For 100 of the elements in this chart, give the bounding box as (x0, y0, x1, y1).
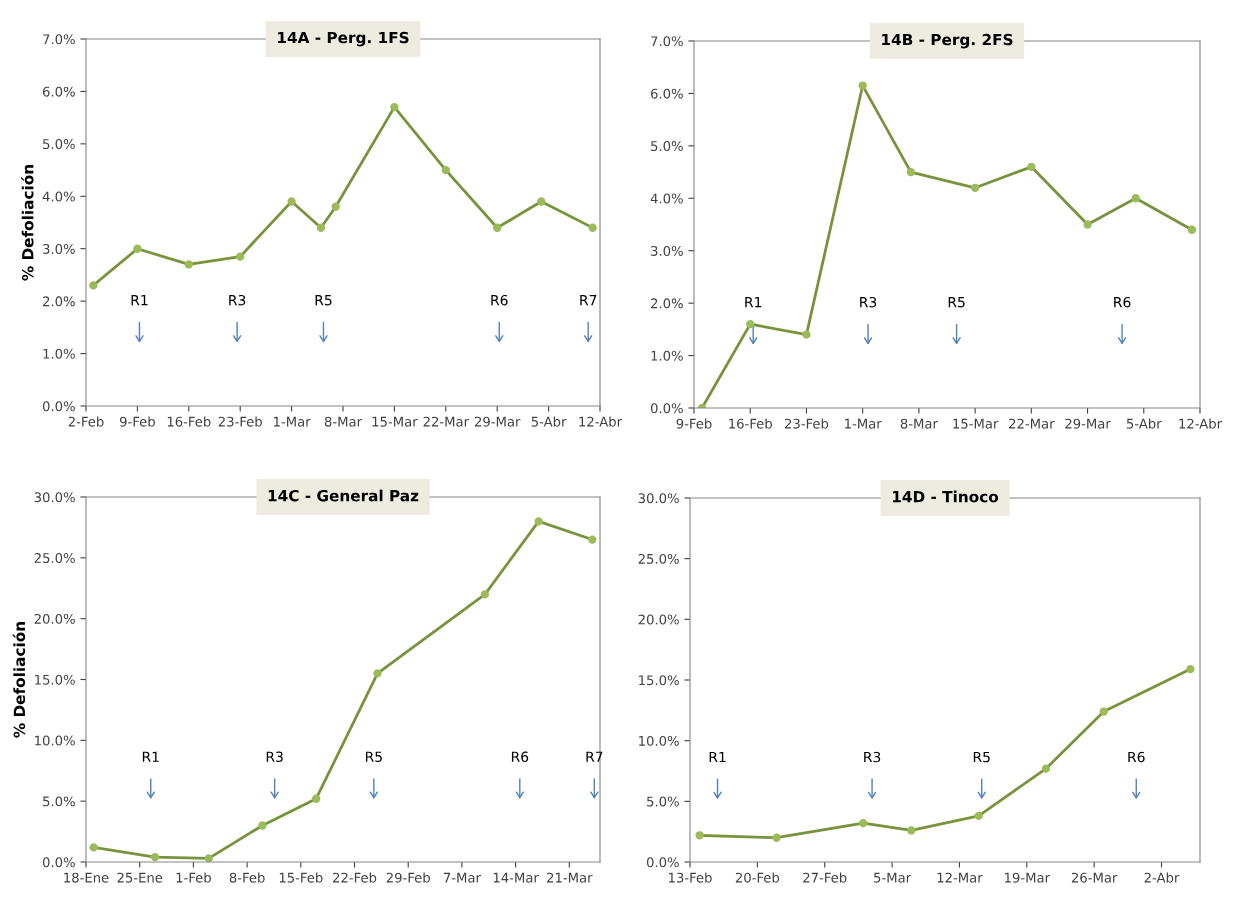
point (907, 826, 916, 835)
x-tick-label: 15-Mar (372, 416, 418, 427)
point (906, 167, 916, 177)
x-tick-label: 7-Mar (443, 872, 481, 883)
y-tick-label: 6.0% (42, 86, 75, 97)
y-tick-label: 5.0% (43, 796, 75, 807)
y-tick-label: 0.0% (650, 403, 683, 414)
annotation: R6 (1128, 751, 1145, 763)
point (534, 517, 543, 526)
x-tick-label: 27-Feb (803, 872, 847, 883)
point (970, 183, 980, 192)
point (1027, 162, 1036, 171)
point (390, 102, 399, 112)
point (537, 197, 546, 206)
point (89, 281, 98, 290)
y-tick-label: 10.0% (639, 735, 679, 746)
x-tick-label: 25-Ene (117, 872, 163, 883)
annotation: R5 (365, 751, 382, 763)
y-tick-label: 1.0% (651, 350, 683, 361)
point (89, 843, 98, 852)
point (1083, 220, 1092, 229)
x-tick-label: 12-Abr (579, 416, 623, 427)
annotation: R3 (864, 751, 881, 763)
annotation: R1 (745, 297, 762, 308)
point (695, 831, 704, 840)
x-tick-label: 15-Feb (279, 872, 323, 883)
y-tick-label: 4.0% (650, 193, 683, 204)
point (1041, 764, 1051, 773)
annotation: R1 (131, 295, 148, 306)
x-tick-label: 13-Feb (669, 872, 712, 883)
chart-title: 14B - Perg. 2FS (882, 33, 1013, 49)
x-tick-label: 14-Mar (493, 872, 539, 883)
y-tick-label: 6.0% (650, 88, 683, 99)
x-tick-label: 29-Mar (1065, 418, 1111, 429)
y-tick-label: 5.0% (651, 141, 683, 152)
annotation: R3 (229, 294, 246, 306)
point (287, 197, 296, 206)
point (258, 821, 267, 830)
x-tick-label: 8-Mar (324, 416, 363, 427)
y-tick-label: 20.0% (34, 613, 75, 624)
y-tick-label: 5.0% (43, 139, 75, 150)
point (1187, 225, 1197, 234)
x-tick-label: 19-Mar (1005, 872, 1051, 883)
y-axis-title: % Defoliación (21, 165, 34, 281)
point (858, 81, 867, 90)
point (311, 794, 321, 803)
point (493, 223, 502, 232)
x-tick-label: 18-Ene (64, 872, 109, 883)
x-tick-label: 29-Feb (386, 872, 430, 883)
x-tick-label: 8-Mar (900, 418, 938, 429)
x-tick-label: 12-Abr (1179, 418, 1223, 429)
point (331, 202, 340, 211)
point (1131, 194, 1140, 203)
x-tick-label: 1-Feb (176, 872, 211, 883)
x-tick-label: 23-Feb (218, 416, 262, 427)
point (588, 535, 597, 544)
point (204, 854, 213, 862)
annotation: R5 (315, 295, 332, 306)
y-tick-label: 0.0% (42, 857, 75, 868)
x-tick-label: 16-Feb (729, 418, 772, 429)
x-tick-label: 5-Abr (531, 416, 567, 427)
x-tick-label: 26-Mar (1071, 872, 1118, 883)
y-tick-label: 7.0% (43, 34, 75, 45)
x-tick-label: 22-Feb (333, 872, 377, 883)
annotation: R7 (580, 295, 597, 306)
annotation: R3 (266, 751, 283, 763)
annotation: R1 (709, 751, 726, 763)
chart-title: 14C - General Paz (268, 489, 419, 502)
x-tick-label: 8-Feb (229, 872, 265, 883)
point (441, 165, 450, 175)
point (150, 852, 160, 862)
point (746, 319, 755, 329)
x-tick-label: 23-Feb (784, 418, 829, 429)
x-tick-label: 2-Feb (68, 416, 104, 427)
x-tick-label: 15-Mar (953, 418, 999, 429)
y-tick-label: 4.0% (42, 191, 75, 202)
x-tick-label: 16-Feb (167, 416, 211, 427)
y-tick-label: 15.0% (639, 675, 679, 686)
point (316, 223, 326, 232)
x-tick-label: 22-Mar (423, 416, 470, 427)
y-tick-label: 0.0% (42, 401, 75, 412)
point (859, 819, 868, 828)
x-tick-label: 22-Mar (1009, 418, 1055, 429)
x-tick-label: 1-Mar (845, 418, 882, 429)
y-tick-label: 20.0% (638, 614, 679, 625)
x-tick-label: 2-Abr (1144, 872, 1180, 883)
annotation: R6 (491, 294, 508, 306)
chart-title: 14A - Perg. 1FS (278, 31, 409, 47)
y-tick-label: 25.0% (638, 553, 679, 564)
y-tick-label: 3.0% (651, 245, 683, 256)
point (1186, 664, 1195, 674)
y-tick-label: 30.0% (638, 493, 679, 504)
point (974, 811, 983, 821)
point (184, 260, 193, 269)
y-tick-label: 10.0% (35, 735, 75, 746)
point (133, 244, 142, 253)
x-tick-label: 9-Feb (119, 416, 155, 427)
y-tick-label: 25.0% (34, 553, 75, 564)
x-tick-label: 21-Mar (547, 872, 593, 883)
x-tick-label: 12-Mar (937, 872, 983, 883)
